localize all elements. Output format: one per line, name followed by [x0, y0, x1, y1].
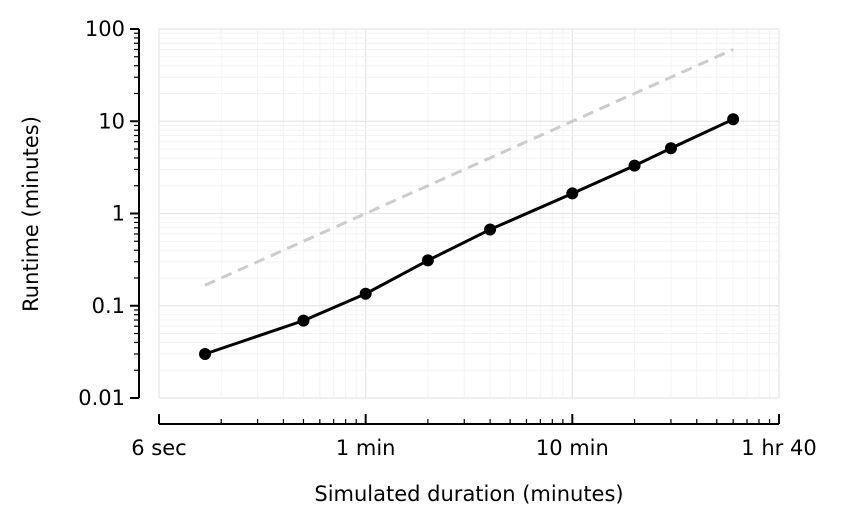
y-axis-title: Runtime (minutes): [19, 116, 43, 312]
runtime-data-point: [199, 347, 212, 360]
runtime-data-point: [727, 113, 740, 126]
runtime-data-point: [359, 287, 372, 300]
runtime-data-point: [484, 223, 497, 236]
x-tick-label: 1 hr 40: [741, 436, 816, 460]
runtime-data-point: [421, 254, 434, 267]
y-tick-label: 1: [112, 202, 125, 226]
y-tick-label: 0.1: [92, 294, 125, 318]
y-tick-label: 10: [98, 109, 125, 133]
runtime-data-point: [566, 187, 579, 200]
axes: 0.01 0.1 1 10 100 6 sec 1 min 10 min 1 hr 40: [78, 17, 816, 460]
x-tick-label: 6 sec: [131, 436, 186, 460]
grid-lines: [158, 28, 780, 399]
runtime-series-line: [204, 117, 734, 356]
x-tick-label: 10 min: [536, 436, 609, 460]
series-layer: [199, 48, 740, 360]
y-tick-label: 100: [85, 17, 125, 41]
runtime-data-point: [297, 314, 310, 327]
y-tick-label: 0.01: [78, 386, 125, 410]
runtime-data-point: [628, 159, 641, 172]
runtime-data-point: [664, 142, 677, 155]
x-axis-title: Simulated duration (minutes): [314, 482, 623, 506]
reference-dashed-line: [204, 48, 734, 287]
x-tick-label: 1 min: [336, 436, 396, 460]
